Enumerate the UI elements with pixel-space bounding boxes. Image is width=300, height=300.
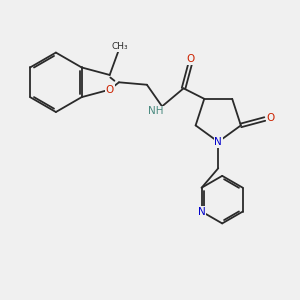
Text: O: O [106,85,114,94]
Text: CH₃: CH₃ [112,42,128,51]
Text: N: N [214,137,222,147]
Text: O: O [267,113,275,123]
Text: O: O [187,55,195,64]
Text: N: N [198,206,206,217]
Text: NH: NH [148,106,164,116]
